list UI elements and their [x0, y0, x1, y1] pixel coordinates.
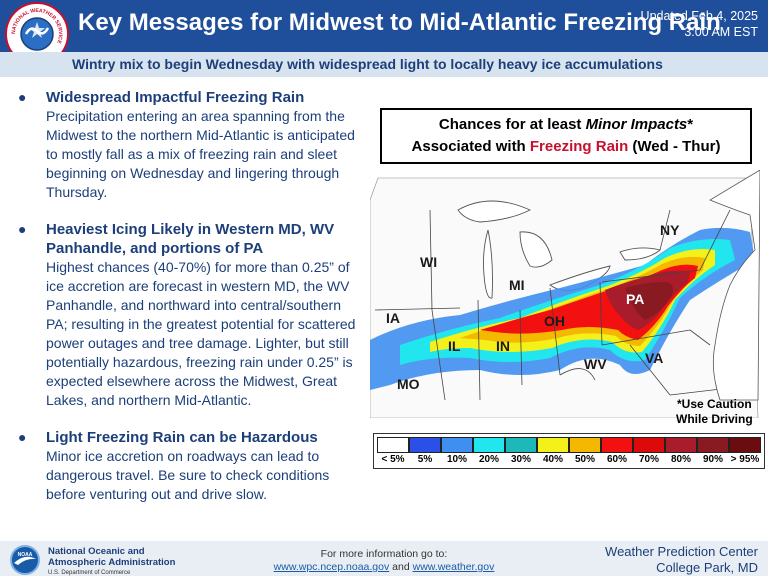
- map-label-wi: WI: [420, 254, 438, 270]
- probability-legend: < 5% 5% 10% 20% 30% 40% 50% 60% 70% 80% 90% > 95%: [373, 433, 765, 469]
- legend-swatches: [377, 437, 761, 453]
- map-label-ia: IA: [386, 310, 400, 326]
- footer: NOAA National Oceanic and Atmospheric Ad…: [0, 541, 768, 576]
- legend-swatch: [569, 437, 601, 453]
- atlantic-coast: [709, 170, 760, 401]
- chance-title-line1: Chances for at least Minor Impacts*: [382, 114, 750, 136]
- lake-ontario: [619, 247, 661, 261]
- key-message-title: Light Freezing Rain can be Hazardous: [46, 429, 318, 446]
- chance-title-box: Chances for at least Minor Impacts* Asso…: [380, 108, 752, 164]
- legend-label: 60%: [606, 454, 627, 465]
- chance-title-dates: (Wed - Thur): [628, 138, 721, 155]
- chance-title-text: Associated with: [411, 138, 530, 155]
- legend-swatch: [441, 437, 473, 453]
- legend-label: 70%: [638, 454, 659, 465]
- noaa-name-line: National Oceanic and: [48, 546, 145, 557]
- legend-swatch: [377, 437, 409, 453]
- key-message-item: ● Heaviest Icing Likely in Western MD, W…: [18, 220, 363, 410]
- subtitle-bar: Wintry mix to begin Wednesday with wides…: [0, 52, 768, 77]
- bullet-icon: ●: [18, 221, 27, 237]
- legend-swatch: [665, 437, 697, 453]
- more-info-label: For more information go to:: [320, 548, 448, 560]
- chance-title-line2: Associated with Freezing Rain (Wed - Thu…: [382, 136, 750, 158]
- key-message-body: Precipitation entering an area spanning …: [46, 108, 355, 200]
- wpc-location: College Park, MD: [656, 560, 758, 575]
- updated-timestamp: Updated Feb 4, 2025 3:00 AM EST: [641, 8, 758, 40]
- noaa-logo-text: NOAA: [18, 552, 33, 558]
- legend-swatch: [601, 437, 633, 453]
- header-bar: NATIONAL WEATHER SERVICE Key Messages fo…: [0, 0, 768, 66]
- legend-swatch: [633, 437, 665, 453]
- key-message-body: Highest chances (40-70%) for more than 0…: [46, 259, 356, 408]
- map-label-va: VA: [645, 350, 664, 366]
- legend-label: 90%: [702, 454, 723, 465]
- legend-label: 10%: [446, 454, 467, 465]
- key-message-title: Heaviest Icing Likely in Western MD, WV …: [46, 221, 335, 257]
- map-label-il: IL: [448, 338, 461, 354]
- key-message-item: ● Widespread Impactful Freezing Rain Pre…: [18, 88, 363, 202]
- map-label-mi: MI: [509, 277, 525, 293]
- legend-label: 30%: [510, 454, 531, 465]
- map-label-oh: OH: [544, 313, 565, 329]
- legend-swatch: [537, 437, 569, 453]
- map-label-pa: PA: [626, 291, 645, 307]
- chance-title-asterisk: *: [687, 116, 694, 133]
- chance-title-emphasis: Minor Impacts: [585, 116, 688, 133]
- wpc-link[interactable]: www.wpc.ncep.noaa.gov: [273, 561, 390, 573]
- link-separator: and: [389, 561, 413, 573]
- updated-time: 3:00 AM EST: [684, 25, 758, 39]
- legend-swatch: [505, 437, 537, 453]
- legend-labels: < 5% 5% 10% 20% 30% 40% 50% 60% 70% 80% 90% > 95%: [377, 454, 761, 465]
- caution-line: *Use Caution: [676, 397, 752, 411]
- band-90pct: [625, 282, 674, 320]
- wpc-name-line: Weather Prediction Center: [605, 544, 758, 559]
- nws-logo-ring: NATIONAL WEATHER SERVICE: [11, 8, 63, 51]
- legend-label: 80%: [670, 454, 691, 465]
- updated-date: Updated Feb 4, 2025: [640, 9, 758, 23]
- lake-huron: [519, 231, 553, 268]
- bullet-icon: ●: [18, 429, 27, 445]
- probability-map: [370, 170, 760, 418]
- subtitle: Wintry mix to begin Wednesday with wides…: [72, 56, 663, 72]
- key-message-body: Minor ice accretion on roadways can lead…: [46, 448, 330, 502]
- legend-label: > 95%: [730, 454, 760, 465]
- lake-michigan: [483, 229, 493, 299]
- lake-superior: [457, 200, 532, 223]
- map-label-in: IN: [496, 338, 510, 354]
- legend-label: < 5%: [381, 454, 405, 465]
- noaa-dept: U.S. Department of Commerce: [48, 570, 131, 576]
- caution-line: While Driving: [676, 412, 753, 426]
- noaa-name: National Oceanic and Atmospheric Adminis…: [48, 546, 175, 576]
- noaa-name-line: Atmospheric Administration: [48, 557, 176, 568]
- key-messages: ● Widespread Impactful Freezing Rain Pre…: [18, 88, 363, 522]
- legend-swatch: [697, 437, 729, 453]
- noaa-bird-icon: NOAA: [14, 552, 36, 565]
- legend-swatch: [729, 437, 761, 453]
- weather-gov-link[interactable]: www.weather.gov: [412, 561, 495, 573]
- legend-swatch: [409, 437, 441, 453]
- chance-title-text: Chances for at least: [438, 116, 586, 133]
- chance-title-freezing-rain: Freezing Rain: [529, 138, 629, 155]
- map-label-mo: MO: [397, 376, 420, 392]
- legend-label: 50%: [574, 454, 595, 465]
- more-info-links: www.wpc.ncep.noaa.gov and www.weather.go…: [0, 561, 768, 574]
- state-borders: [374, 209, 756, 401]
- map-label-wv: WV: [584, 356, 607, 372]
- page-title: Key Messages for Midwest to Mid-Atlantic…: [78, 9, 721, 36]
- map-label-ny: NY: [660, 222, 680, 238]
- legend-label: 20%: [478, 454, 499, 465]
- noaa-logo: NOAA: [10, 545, 40, 575]
- more-info: For more information go to: www.wpc.ncep…: [0, 548, 768, 574]
- legend-swatch: [473, 437, 505, 453]
- caution-note: *Use Caution While Driving: [676, 397, 753, 427]
- wpc-name: Weather Prediction Center College Park, …: [605, 544, 758, 576]
- legend-label: 40%: [542, 454, 563, 465]
- bullet-icon: ●: [18, 89, 27, 105]
- key-message-item: ● Light Freezing Rain can be Hazardous M…: [18, 428, 363, 504]
- key-message-title: Widespread Impactful Freezing Rain: [46, 89, 305, 106]
- legend-label: 5%: [417, 454, 433, 465]
